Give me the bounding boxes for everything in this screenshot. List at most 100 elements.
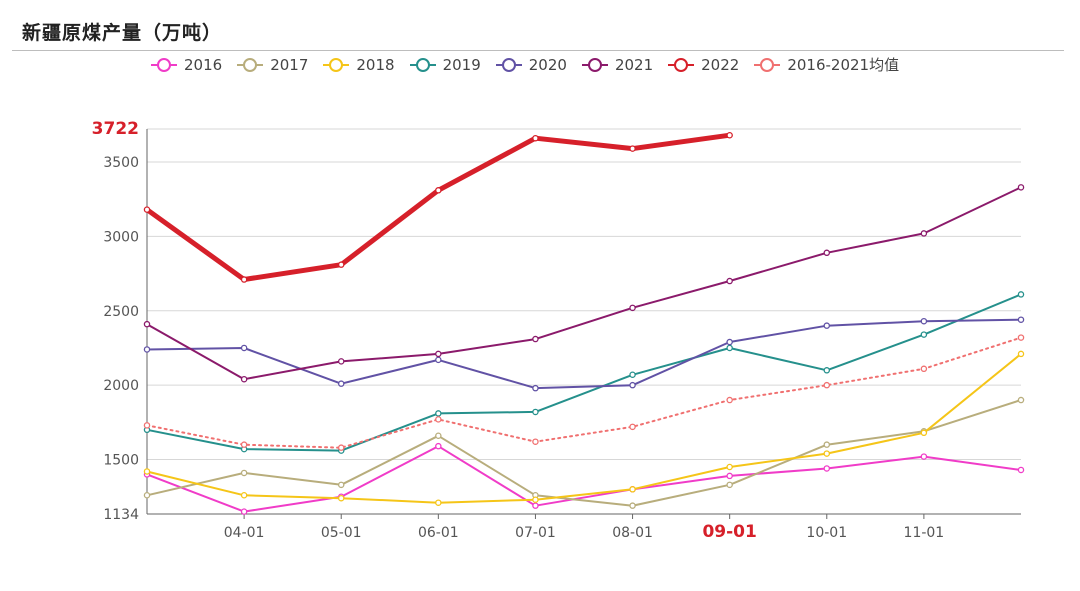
y-tick-label: 2000: [103, 378, 139, 394]
series-2017-point: [240, 469, 248, 477]
series-2017-point: [143, 492, 151, 499]
legend-marker-icon: [668, 57, 695, 72]
legend-label: 2020: [528, 55, 567, 74]
series-2019-point: [726, 344, 733, 352]
legend-item[interactable]: 2016-2021均值: [753, 54, 899, 75]
legend-marker-icon: [581, 57, 608, 72]
series-2018-point: [435, 499, 442, 506]
x-tick-label: 10-01: [806, 525, 847, 541]
legend-item[interactable]: 2018: [322, 56, 395, 74]
y-tick-label: 3722: [92, 119, 139, 139]
series-2018-point: [143, 468, 151, 475]
series-2021-point: [1017, 184, 1025, 191]
series-2016-2021-point: [337, 444, 345, 451]
x-tick-label: 06-01: [418, 525, 459, 541]
series-2022-line: [144, 132, 733, 282]
series-2016-2021-point: [240, 441, 248, 448]
legend-item[interactable]: 2022: [667, 56, 739, 74]
series-2020-point: [1017, 316, 1025, 323]
legend-marker-icon: [754, 57, 781, 72]
title-divider: [12, 50, 1064, 51]
y-tick-label: 1134: [103, 507, 139, 523]
series-2018-point: [337, 494, 345, 502]
series-2017-line: [146, 399, 1022, 507]
series-2020-point: [337, 380, 345, 387]
series-2016-2021-point: [920, 365, 928, 373]
series-2018-point: [1017, 350, 1025, 358]
series-2016-2021-point: [435, 416, 442, 423]
legend-marker-icon: [151, 57, 177, 72]
series-2021-point: [629, 304, 636, 312]
series-2022-point: [240, 276, 248, 283]
series-2019-point: [1017, 291, 1025, 298]
series-2019-line: [146, 293, 1022, 452]
series-2019-point: [532, 408, 539, 416]
series-2021-point: [532, 335, 539, 343]
series-2020-point: [435, 356, 442, 364]
series-2017-point: [823, 441, 831, 448]
series-2020-line: [146, 318, 1022, 390]
series-2016-point: [1017, 466, 1025, 474]
series-2022-point: [629, 145, 636, 152]
series-2017-point: [629, 502, 636, 509]
series-2018-point: [532, 496, 539, 503]
series-2021-point: [726, 277, 733, 285]
legend-item[interactable]: 2017: [236, 56, 308, 74]
x-tick-label: 09-01: [702, 522, 756, 542]
series-2020-point: [726, 338, 733, 346]
legend-label: 2022: [701, 55, 740, 74]
series-2020-point: [823, 322, 831, 329]
y-tick-label: 3500: [103, 155, 139, 171]
series-2020-point: [240, 344, 248, 352]
series-2020-point: [629, 381, 636, 389]
legend-label: 2021: [614, 55, 654, 74]
series-2016-2021-point: [823, 381, 831, 389]
legend-label: 2016: [184, 55, 223, 74]
series-2016-point: [726, 472, 733, 480]
series-2021-line: [146, 186, 1022, 381]
series-2021-point: [337, 358, 345, 365]
chart-title: 新疆原煤产量（万吨）: [22, 22, 223, 44]
series-2022-point: [435, 187, 442, 194]
x-tick-label: 05-01: [321, 525, 362, 541]
legend-item[interactable]: 2021: [581, 56, 653, 74]
series-2016-2021-point: [629, 423, 636, 431]
series-2018-point: [629, 486, 636, 493]
series-2016-2021-line: [146, 336, 1022, 449]
series-2021-point: [240, 375, 248, 383]
x-tick-label: 04-01: [224, 525, 265, 541]
series-2020-point: [532, 384, 539, 392]
series-2019-point: [435, 410, 442, 417]
legend-item[interactable]: 2020: [495, 56, 567, 74]
legend-item[interactable]: 2016: [150, 56, 222, 74]
series-2017-point: [1017, 396, 1025, 404]
series-2018-point: [823, 450, 831, 457]
series-2022-point: [532, 134, 539, 142]
series-2021-point: [920, 230, 928, 237]
series-2016-2021-point: [726, 396, 733, 404]
series-2020-point: [143, 346, 151, 353]
x-tick-label: 08-01: [612, 525, 653, 541]
series-2016-line: [146, 445, 1022, 513]
legend-label: 2019: [442, 55, 481, 74]
legend-label: 2016-2021均值: [787, 56, 900, 74]
y-tick-label: 1500: [103, 453, 139, 469]
legend-item[interactable]: 2019: [409, 56, 481, 74]
series-2017-point: [337, 481, 345, 489]
series-2022-point: [337, 261, 345, 268]
series-2018-line: [146, 352, 1022, 504]
legend-marker-icon: [323, 57, 350, 72]
legend-marker-icon: [409, 57, 436, 72]
series-2021-point: [435, 350, 442, 358]
legend-label: 2017: [270, 55, 309, 74]
series-2016-point: [920, 453, 928, 460]
x-tick-label: 11-01: [904, 525, 945, 541]
series-2016-point: [532, 502, 539, 509]
series-2019-point: [823, 367, 831, 374]
legend: 2016 2017 2018 2019 2020 2021 2022 2016-2021均值: [150, 54, 899, 75]
y-tick-label: 2500: [103, 304, 139, 320]
series-2016-point: [823, 465, 831, 472]
series-2016-2021-point: [532, 438, 539, 445]
legend-marker-icon: [237, 57, 264, 72]
